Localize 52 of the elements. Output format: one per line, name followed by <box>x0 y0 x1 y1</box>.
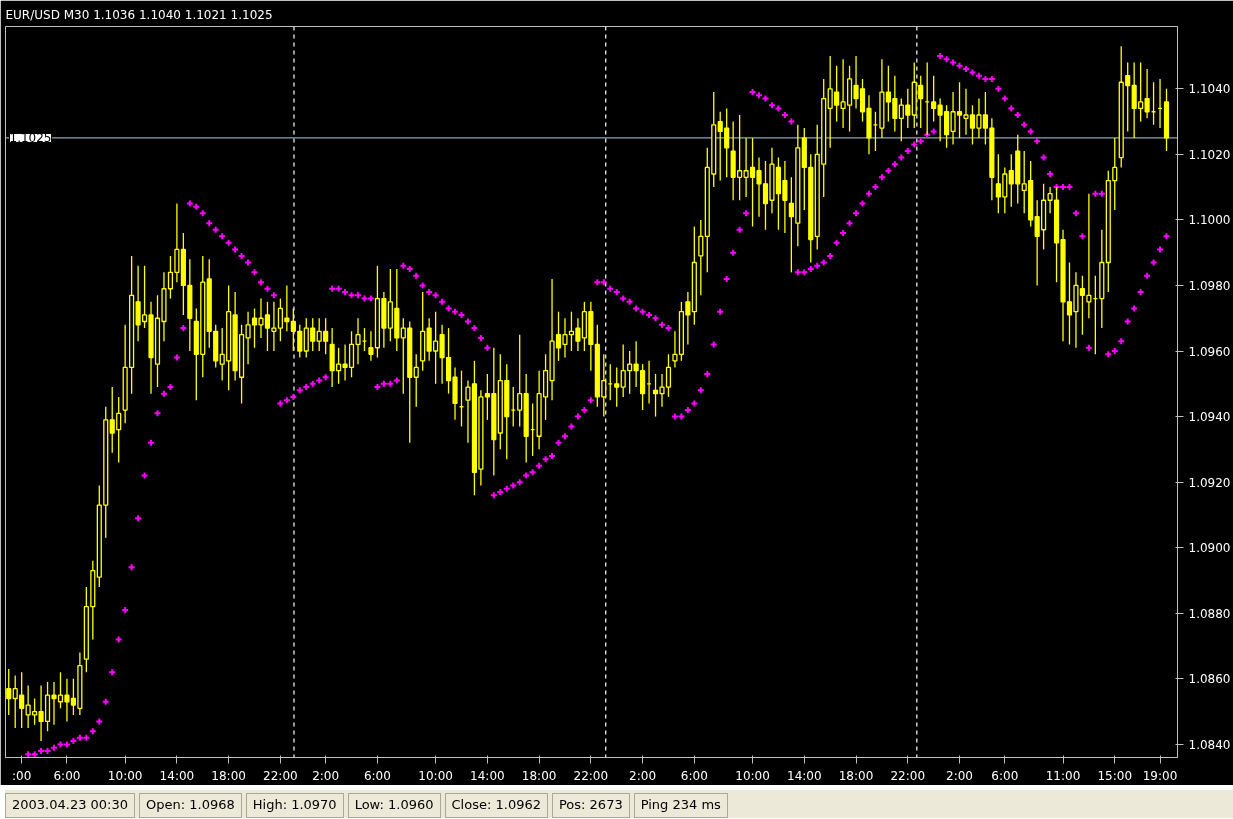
candlestick <box>1047 186 1053 214</box>
x-tick-label: 18:00 <box>838 768 874 783</box>
x-tick-label: 2:00 <box>312 768 340 783</box>
x-tick-label: 14:00 <box>470 768 505 783</box>
x-tick-label: 19:00 <box>1142 768 1178 783</box>
x-tick-label: 10:00 <box>418 768 453 783</box>
candlestick <box>6 668 12 716</box>
x-tick-label: 18:00 <box>521 768 557 783</box>
candlestick <box>517 333 523 428</box>
y-tick-label: 1.0940 <box>1188 410 1231 425</box>
candlestick <box>698 219 704 296</box>
ref-line-label: 1.1025 <box>9 131 52 146</box>
y-tick-label: 1.0840 <box>1188 737 1231 752</box>
y-tick-label: 1.1000 <box>1188 213 1231 228</box>
candlestick <box>413 353 419 408</box>
x-tick-label: :00 <box>12 768 32 783</box>
y-tick-label: 1.0860 <box>1188 672 1231 687</box>
text: Open: 1.0968 <box>139 793 242 818</box>
x-tick-label: 10:00 <box>735 768 770 783</box>
chart-title: EUR/USD M30 1.1036 1.1040 1.1021 1.1025 <box>5 7 273 22</box>
x-tick-label: 18:00 <box>211 768 246 783</box>
text: Low: 1.0960 <box>347 793 441 818</box>
x-tick-label: 2:00 <box>946 768 974 783</box>
x-tick-label: 14:00 <box>787 768 822 783</box>
x-tick-label: 15:00 <box>1097 768 1133 783</box>
y-tick-label: 1.0960 <box>1188 344 1231 359</box>
x-tick-label: 10:00 <box>107 768 143 783</box>
x-tick-label: 22:00 <box>890 768 926 783</box>
x-tick-label: 6:00 <box>680 768 708 783</box>
x-tick-label: 2:00 <box>629 768 657 783</box>
text: High: 1.0970 <box>245 793 344 818</box>
x-tick-label: 22:00 <box>263 768 298 783</box>
candlestick <box>931 75 937 123</box>
x-tick-label: 22:00 <box>573 768 609 783</box>
y-tick-label: 1.1040 <box>1188 82 1231 97</box>
x-tick-label: 11:00 <box>1045 768 1081 783</box>
text: 2003.04.23 00:30 <box>5 793 136 818</box>
candlestick <box>1144 68 1150 119</box>
candlestick <box>614 366 620 408</box>
text: Ping 234 ms <box>633 793 728 818</box>
text: Close: 1.0962 <box>444 793 548 818</box>
text: Pos: 2673 <box>551 793 630 818</box>
y-tick-label: 1.0900 <box>1188 541 1231 556</box>
x-tick-label: 6:00 <box>363 768 391 783</box>
y-tick-label: 1.0880 <box>1188 606 1231 621</box>
y-tick-label: 1.0920 <box>1188 475 1231 490</box>
y-tick-label: 1.1020 <box>1188 147 1231 162</box>
x-tick-label: 14:00 <box>159 768 195 783</box>
candlestick <box>368 330 374 362</box>
x-tick-label: 6:00 <box>991 768 1019 783</box>
y-tick-label: 1.0980 <box>1188 278 1231 293</box>
x-tick-label: 6:00 <box>53 768 81 783</box>
